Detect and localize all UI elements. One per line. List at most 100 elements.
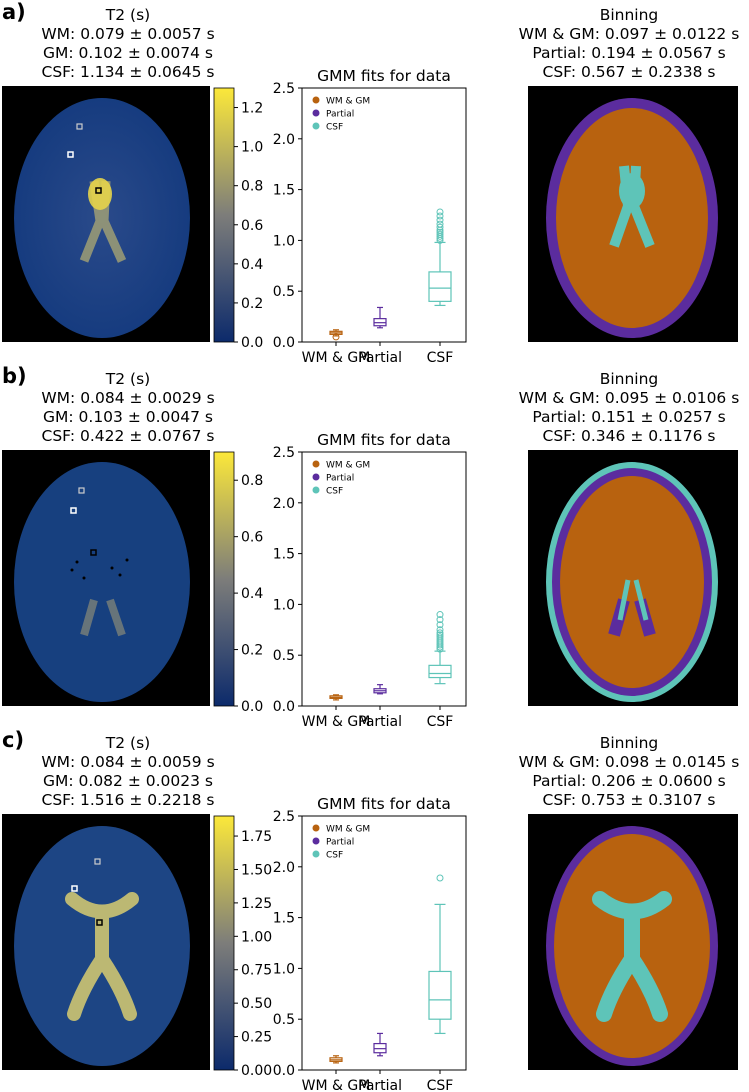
t2-title: T2 (s) xyxy=(105,370,151,388)
outlier-point xyxy=(436,874,444,882)
box-body xyxy=(428,271,452,302)
colorbar-tick-label: 0.6 xyxy=(241,218,263,234)
x-tick-label: Partial xyxy=(358,1078,402,1092)
t2-gm: GM: 0.102 ± 0.0074 s xyxy=(43,44,213,62)
roi-box xyxy=(67,151,74,158)
y-tick-label: 1.5 xyxy=(273,183,295,199)
y-tick-label: 0.0 xyxy=(273,1063,295,1079)
t2-csf: CSF: 1.516 ± 0.2218 s xyxy=(41,791,215,809)
colorbar-tick-label: 0.4 xyxy=(241,586,263,602)
binning-map-image xyxy=(528,814,738,1070)
t2-csf: CSF: 0.422 ± 0.0767 s xyxy=(41,427,215,445)
legend-marker xyxy=(312,837,320,845)
legend-marker xyxy=(312,473,320,481)
binning-title: Binning xyxy=(599,734,659,752)
colorbar-tick-label: 1.25 xyxy=(241,896,272,912)
legend-marker xyxy=(312,850,320,858)
colorbar: 0.0 0.2 0.4 0.6 0.8 1.0 1.2 xyxy=(213,87,263,351)
x-tick-label: WM & GM xyxy=(302,350,371,366)
roi-box xyxy=(71,885,78,892)
colorbar-tick-label: 1.50 xyxy=(241,862,272,878)
outlier-point xyxy=(436,220,444,228)
y-tick-label: 1.0 xyxy=(273,961,295,977)
t2-header: T2 (s) WM: 0.084 ± 0.0059 s GM: 0.082 ± … xyxy=(18,734,238,810)
legend-label: Partial xyxy=(326,110,354,120)
legend-label: WM & GM xyxy=(326,461,370,471)
y-tick-label: 2.0 xyxy=(273,132,295,148)
outlier-point xyxy=(436,626,444,634)
legend-marker xyxy=(312,460,320,468)
colorbar-tick-label: 0.50 xyxy=(241,996,272,1012)
t2-wm: WM: 0.084 ± 0.0059 s xyxy=(41,753,215,771)
roi-box xyxy=(94,858,101,865)
y-tick-label: 1.5 xyxy=(273,547,295,563)
t2-wm: WM: 0.084 ± 0.0029 s xyxy=(41,389,215,407)
colorbar-tick-label: 0.00 xyxy=(241,1063,272,1079)
colorbar-tick-label: 1.0 xyxy=(241,140,263,156)
outlier-point xyxy=(436,223,444,231)
colorbar-tick-label: 0.2 xyxy=(241,643,263,659)
plot-frame xyxy=(301,815,467,1071)
outlier-point xyxy=(436,230,444,238)
legend-label: WM & GM xyxy=(326,97,370,107)
legend-label: Partial xyxy=(326,474,354,484)
panel-label: a) xyxy=(2,0,26,24)
outlier-point xyxy=(332,333,340,341)
colorbar-tick-label: 0.75 xyxy=(241,963,272,979)
roi-box xyxy=(95,187,102,194)
legend-marker xyxy=(312,486,320,494)
colorbar-tick-label: 1.75 xyxy=(241,829,272,845)
t2-title: T2 (s) xyxy=(105,6,151,24)
legend-marker xyxy=(312,122,320,130)
x-tick-label: CSF xyxy=(427,714,454,730)
outlier-point xyxy=(436,228,444,236)
binning-title: Binning xyxy=(599,370,659,388)
y-tick-label: 2.0 xyxy=(273,860,295,876)
t2-wm: WM: 0.079 ± 0.0057 s xyxy=(41,25,215,43)
binning-partial: Partial: 0.151 ± 0.0257 s xyxy=(532,408,726,426)
binning-header: Binning WM & GM: 0.097 ± 0.0122 s Partia… xyxy=(510,6,748,82)
y-tick-label: 2.0 xyxy=(273,496,295,512)
colorbar-tick-label: 0.6 xyxy=(241,530,263,546)
y-tick-label: 2.5 xyxy=(273,81,295,97)
t2-header: T2 (s) WM: 0.084 ± 0.0029 s GM: 0.103 ± … xyxy=(18,370,238,446)
t2-csf: CSF: 1.134 ± 0.0645 s xyxy=(41,63,215,81)
colorbar-tick-label: 1.00 xyxy=(241,929,272,945)
t2-map-image xyxy=(2,450,210,706)
legend-marker xyxy=(312,96,320,104)
panel-label: b) xyxy=(2,364,27,388)
binning-header: Binning WM & GM: 0.095 ± 0.0106 s Partia… xyxy=(510,370,748,446)
y-tick-label: 0.5 xyxy=(273,284,295,300)
legend-marker xyxy=(312,109,320,117)
x-tick-label: CSF xyxy=(427,350,454,366)
legend-marker xyxy=(312,824,320,832)
colorbar-tick-label: 0.25 xyxy=(241,1030,272,1046)
panel-b: b) T2 (s) WM: 0.084 ± 0.0029 s GM: 0.103… xyxy=(0,364,749,730)
gmm-boxplot: GMM fits for data 0.0 0.5 1.0 1.5 2.0 2.5 WM & … xyxy=(273,795,467,1092)
colorbar-gradient xyxy=(213,815,235,1071)
y-tick-label: 0.5 xyxy=(273,648,295,664)
panel-c: c) T2 (s) WM: 0.084 ± 0.0059 s GM: 0.082… xyxy=(0,728,749,1092)
outlier-point xyxy=(436,633,444,641)
binning-map-image xyxy=(528,450,738,706)
y-tick-label: 1.0 xyxy=(273,597,295,613)
binning-wmgm: WM & GM: 0.095 ± 0.0106 s xyxy=(518,389,740,407)
roi-box xyxy=(90,549,97,556)
outlier-point xyxy=(436,212,444,220)
x-tick-label: CSF xyxy=(427,1078,454,1092)
colorbar: 0.00 0.25 0.50 0.75 1.00 1.25 1.50 1.75 xyxy=(213,815,272,1079)
binning-title: Binning xyxy=(599,6,659,24)
panel-a: a) T2 (s) WM: 0.079 ± 0.0057 s GM: 0.102… xyxy=(0,0,749,366)
outlier-point xyxy=(436,216,444,224)
plot-frame xyxy=(301,451,467,707)
t2-header: T2 (s) WM: 0.079 ± 0.0057 s GM: 0.102 ± … xyxy=(18,6,238,82)
binning-header: Binning WM & GM: 0.098 ± 0.0145 s Partia… xyxy=(510,734,748,810)
colorbar-tick-label: 0.4 xyxy=(241,257,263,273)
roi-box xyxy=(78,487,85,494)
colorbar-tick-label: 0.8 xyxy=(241,179,263,195)
legend-label: CSF xyxy=(326,487,343,497)
t2-map-image xyxy=(2,814,210,1070)
t2-gm: GM: 0.082 ± 0.0023 s xyxy=(43,772,213,790)
colorbar-tick-label: 0.8 xyxy=(241,473,263,489)
colorbar-tick-label: 0.2 xyxy=(241,296,263,312)
